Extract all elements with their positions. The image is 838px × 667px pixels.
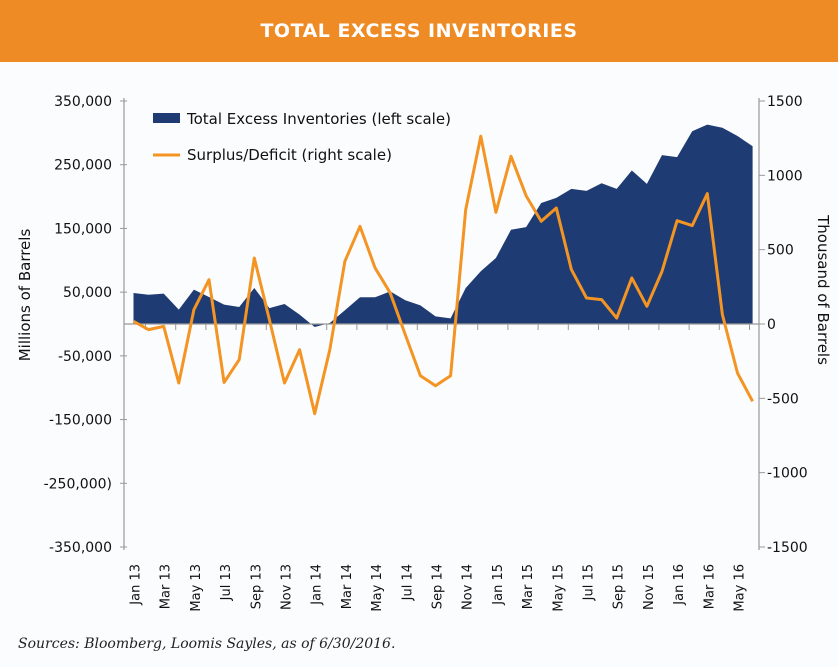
x-tick-label: Jan 16 (672, 564, 687, 606)
legend-swatch-area (153, 113, 180, 123)
x-tick-label: Jan 15 (491, 564, 506, 606)
right-tick-label: 1500 (767, 94, 803, 110)
x-tick-label: May 14 (370, 564, 385, 612)
legend-label-area: Total Excess Inventories (left scale) (186, 110, 451, 128)
x-tick-label: Sep 15 (612, 564, 627, 609)
left-tick-label: 350,000 (54, 94, 112, 110)
x-tick-label: Sep 13 (249, 564, 264, 609)
x-tick-label: Nov 15 (642, 564, 657, 610)
x-tick-label: Jan 14 (310, 564, 325, 606)
x-tick-label: Jul 14 (400, 564, 415, 601)
right-tick-label: 500 (767, 243, 794, 259)
chart-title: TOTAL EXCESS INVENTORIES (0, 0, 838, 62)
x-tick-label: May 16 (733, 564, 748, 612)
line-series-surplus-deficit (132, 134, 754, 416)
right-tick-label: -1500 (767, 540, 808, 556)
x-tick-label: Jul 15 (582, 564, 597, 601)
x-tick-label: Nov 14 (461, 564, 476, 610)
area-series-total-excess-inventories (133, 124, 753, 327)
right-tick-label: -500 (767, 391, 799, 407)
left-tick-label: 150,000 (54, 221, 112, 237)
x-tick-label: Jan 13 (129, 564, 144, 606)
right-tick-label: -1000 (767, 466, 808, 482)
x-tick-label: Sep 14 (431, 564, 446, 609)
right-tick-label: 1000 (767, 168, 803, 184)
left-tick-label: -50,000 (58, 349, 112, 365)
x-tick-label: Mar 13 (159, 564, 174, 609)
left-tick-label: -350,000 (49, 540, 112, 556)
right-axis-title: Thousand of Barrels (814, 214, 832, 365)
x-tick-label: May 13 (189, 564, 204, 612)
left-tick-label: 50,000 (63, 285, 112, 301)
x-tick-label: Jul 13 (219, 564, 234, 601)
right-tick-label: 0 (767, 317, 776, 333)
x-tick-label: Mar 15 (521, 564, 536, 609)
x-tick-label: Mar 16 (702, 564, 717, 609)
x-tick-label: Nov 13 (280, 564, 295, 610)
left-tick-label: 250,000 (54, 158, 112, 174)
legend-label-line: Surplus/Deficit (right scale) (187, 146, 392, 164)
x-tick-label: May 15 (551, 564, 566, 612)
left-axis-title: Millions of Barrels (16, 229, 34, 362)
left-tick-label: -250,000) (44, 476, 112, 492)
x-tick-label: Mar 14 (340, 564, 355, 609)
left-tick-label: -150,000 (49, 413, 112, 429)
source-note: Sources: Bloomberg, Loomis Sayles, as of… (18, 636, 396, 652)
